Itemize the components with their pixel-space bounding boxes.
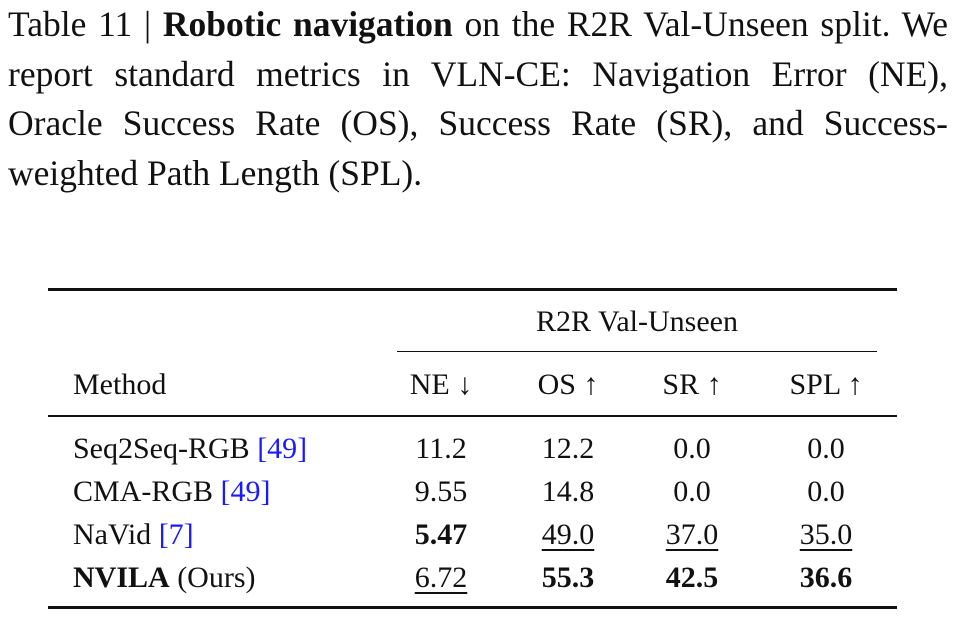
cell: 55.3 (541, 561, 595, 594)
citation: [49] (257, 432, 308, 465)
group-header: R2R Val-Unseen (536, 305, 738, 338)
cell: 0.0 (673, 432, 711, 465)
group-rule (397, 351, 877, 353)
cell: 12.2 (541, 432, 595, 465)
cell: 9.55 (414, 475, 468, 508)
method-name: NVILA (73, 561, 170, 594)
mid-rule (48, 415, 897, 417)
cell: 14.8 (541, 475, 595, 508)
caption: Table 11 | Robotic navigation on the R2R… (8, 0, 948, 198)
method: CMA-RGB [49] (73, 475, 271, 509)
column-header: NE ↓ (409, 368, 473, 401)
cell: 11.2 (415, 432, 467, 465)
citation: [7] (158, 518, 194, 551)
cell: 42.5 (665, 561, 719, 594)
column-header: Method (73, 368, 167, 401)
cell: 6.72 (414, 561, 468, 594)
caption-text: on the R2R Val-Unseen split. We report s… (8, 4, 948, 193)
cell: 0.0 (807, 475, 845, 508)
cell: 5.47 (414, 518, 468, 551)
caption-title: Robotic navigation (162, 4, 453, 44)
column-header: OS ↑ (537, 368, 599, 401)
method: NaVid [7] (73, 518, 194, 552)
citation: [49] (220, 475, 271, 508)
cell: 37.0 (665, 518, 719, 551)
cell: 35.0 (799, 518, 853, 551)
cell: 0.0 (807, 432, 845, 465)
method-name: CMA-RGB (73, 475, 214, 508)
cell: 49.0 (541, 518, 595, 551)
method-name: Seq2Seq-RGB (73, 432, 250, 465)
method-note: (Ours) (177, 561, 256, 594)
method: Seq2Seq-RGB [49] (73, 432, 307, 466)
column-header: SR ↑ (662, 368, 722, 401)
top-rule (48, 288, 897, 291)
method-name: NaVid (73, 518, 152, 551)
caption-label: Table 11 | (8, 4, 152, 44)
cell: 0.0 (673, 475, 711, 508)
method: NVILA (Ours) (73, 561, 256, 595)
column-header: SPL ↑ (789, 368, 863, 401)
cell: 36.6 (799, 561, 853, 594)
bottom-rule (48, 606, 897, 609)
